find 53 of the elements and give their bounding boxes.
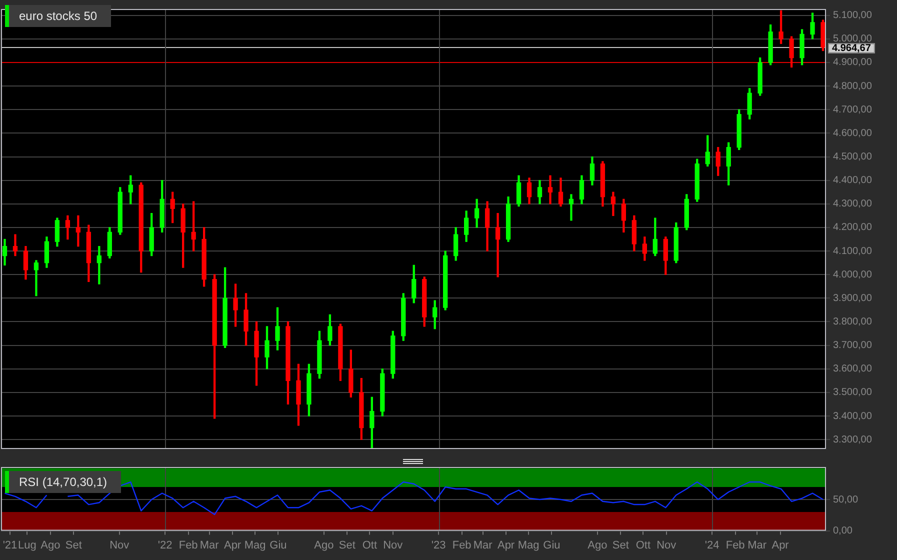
x-tick-label: Apr <box>772 539 790 552</box>
ref-line-label: 4.964,67 <box>832 43 872 54</box>
x-tick-label: Ott <box>362 539 377 552</box>
y-tick-label: 4.500,00 <box>833 152 872 163</box>
x-tick-label: Mag <box>244 539 266 552</box>
y-tick-label: 3.700,00 <box>833 340 872 352</box>
x-tick-label: Ago <box>588 539 608 552</box>
y-tick-label: 4.400,00 <box>833 175 872 186</box>
x-tick-label: Ago <box>40 539 60 552</box>
y-tick-label: 5.000,00 <box>833 34 872 45</box>
y-tick-label: 4.300,00 <box>833 198 872 210</box>
x-tick-label: Set <box>612 539 629 552</box>
x-tick-label: Lug <box>18 539 36 552</box>
x-tick-label: Set <box>65 539 82 552</box>
y-tick-label: 3.800,00 <box>833 316 872 328</box>
y-tick-label: 4.200,00 <box>833 222 872 234</box>
x-tick-label: Mar <box>200 539 220 552</box>
y-tick-label: 50,00 <box>833 494 858 506</box>
y-tick-label: 4.100,00 <box>833 246 872 257</box>
x-tick-label: Feb <box>452 539 472 552</box>
x-tick-label: Mag <box>518 539 540 552</box>
y-tick-label: 3.600,00 <box>833 364 872 375</box>
x-tick-label: Nov <box>110 539 130 552</box>
x-tick-label: '21 <box>2 539 18 552</box>
y-tick-label: 3.500,00 <box>833 387 872 398</box>
y-tick-label: 0,00 <box>833 526 853 537</box>
x-tick-label: Feb <box>178 539 198 552</box>
y-tick-label: 4.900,00 <box>833 57 872 68</box>
x-tick-label: Set <box>338 539 356 552</box>
x-tick-label: Ago <box>314 539 334 552</box>
x-tick-label: '23 <box>431 539 446 552</box>
x-tick-label: '24 <box>704 539 720 552</box>
x-tick-label: Ott <box>636 539 650 552</box>
x-tick-label: Nov <box>656 539 677 552</box>
x-tick-label: Nov <box>383 539 404 552</box>
y-tick-label: 3.300,00 <box>833 434 872 446</box>
text: RSI (14,70,30,1) <box>5 471 122 493</box>
x-tick-label: '22 <box>158 539 172 552</box>
x-tick-label: Giu <box>270 539 287 552</box>
y-tick-label: 4.600,00 <box>833 128 872 139</box>
x-tick-label: Apr <box>224 539 242 552</box>
y-tick-label: 3.900,00 <box>833 292 872 304</box>
x-tick-label: Apr <box>497 539 515 552</box>
chart-title: euro stocks 50 <box>5 5 112 27</box>
x-tick-label: Giu <box>543 539 560 552</box>
y-tick-label: 4.700,00 <box>833 104 872 116</box>
y-tick-label: 4.800,00 <box>833 80 872 92</box>
x-tick-label: Feb <box>726 539 745 552</box>
y-tick-label: 4.000,00 <box>833 269 872 280</box>
x-tick-label: Mar <box>473 539 493 552</box>
y-tick-label: 3.400,00 <box>833 410 872 422</box>
x-tick-label: Mar <box>748 539 767 552</box>
y-tick-label: 5.100,00 <box>833 10 872 22</box>
